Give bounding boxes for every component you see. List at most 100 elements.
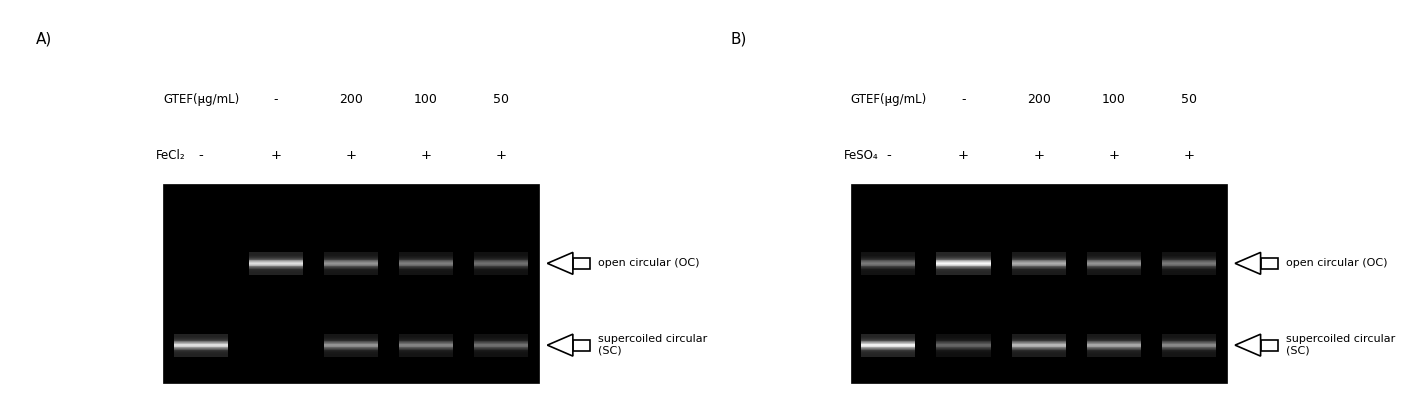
Bar xyxy=(248,252,303,253)
Bar xyxy=(1161,260,1217,261)
Bar xyxy=(936,349,991,350)
Bar xyxy=(398,268,454,269)
Bar xyxy=(936,252,991,253)
Bar xyxy=(323,349,379,350)
Bar xyxy=(398,343,454,344)
Bar xyxy=(474,254,529,255)
Bar xyxy=(1086,252,1141,253)
Bar xyxy=(474,351,529,352)
Bar xyxy=(1086,268,1141,269)
Text: supercoiled circular
(SC): supercoiled circular (SC) xyxy=(1286,334,1395,356)
Bar xyxy=(1011,355,1066,356)
Bar xyxy=(1011,348,1066,349)
Bar xyxy=(248,265,303,266)
Bar xyxy=(936,263,991,264)
Bar xyxy=(1086,269,1141,270)
Bar xyxy=(323,271,379,272)
Bar xyxy=(173,334,228,335)
Bar xyxy=(398,263,454,264)
Bar xyxy=(1161,354,1217,355)
Bar xyxy=(474,266,529,267)
Bar xyxy=(1161,334,1217,335)
Bar xyxy=(861,262,916,263)
Bar xyxy=(474,259,529,260)
Bar xyxy=(398,256,454,257)
Bar xyxy=(1161,262,1217,263)
Bar xyxy=(173,356,228,357)
Bar xyxy=(323,351,379,352)
Bar xyxy=(1086,260,1141,261)
Bar xyxy=(861,340,916,341)
Bar xyxy=(398,354,454,355)
Polygon shape xyxy=(547,253,573,275)
Bar xyxy=(173,352,228,353)
Text: +: + xyxy=(1034,149,1044,162)
Bar xyxy=(398,352,454,353)
Bar xyxy=(173,347,228,348)
Bar xyxy=(474,260,529,261)
Text: +: + xyxy=(1184,149,1194,162)
Bar xyxy=(248,272,303,273)
Bar xyxy=(398,272,454,273)
Text: -: - xyxy=(961,93,966,106)
Bar xyxy=(398,269,454,270)
Bar xyxy=(398,341,454,342)
Bar xyxy=(398,259,454,260)
Text: -: - xyxy=(199,149,203,162)
Bar xyxy=(936,267,991,268)
Bar xyxy=(323,253,379,254)
Bar xyxy=(248,267,303,268)
Bar xyxy=(1086,350,1141,351)
Bar xyxy=(1161,337,1217,338)
Bar xyxy=(1086,255,1141,256)
Bar xyxy=(398,355,454,356)
Bar xyxy=(936,353,991,354)
Bar xyxy=(173,344,228,345)
Bar xyxy=(936,350,991,351)
Text: 100: 100 xyxy=(414,93,438,106)
Bar xyxy=(323,348,379,349)
Bar xyxy=(323,259,379,260)
Bar xyxy=(173,339,228,340)
Bar xyxy=(323,337,379,338)
Bar xyxy=(1086,266,1141,267)
Bar xyxy=(474,271,529,272)
Bar xyxy=(1086,263,1141,264)
Bar xyxy=(1086,265,1141,266)
Bar xyxy=(323,342,379,343)
Bar xyxy=(1261,258,1278,269)
Bar xyxy=(936,344,991,345)
Bar xyxy=(1086,335,1141,336)
Bar xyxy=(1086,273,1141,274)
Bar xyxy=(936,268,991,269)
Bar xyxy=(1086,348,1141,349)
Bar xyxy=(323,341,379,342)
Bar xyxy=(1011,337,1066,338)
Bar xyxy=(1161,338,1217,339)
Bar xyxy=(323,354,379,355)
Bar xyxy=(1011,352,1066,353)
Bar xyxy=(861,356,916,357)
Bar xyxy=(861,355,916,356)
Bar xyxy=(1086,258,1141,259)
Bar xyxy=(1086,257,1141,258)
Bar xyxy=(398,353,454,354)
Bar xyxy=(861,344,916,345)
Bar xyxy=(1161,270,1217,271)
Bar xyxy=(474,255,529,256)
Bar xyxy=(936,335,991,336)
Bar xyxy=(1011,258,1066,259)
Bar xyxy=(936,346,991,347)
Bar xyxy=(398,336,454,337)
Bar xyxy=(173,335,228,336)
Bar xyxy=(398,262,454,263)
Bar xyxy=(474,258,529,259)
Bar xyxy=(248,270,303,271)
Bar xyxy=(173,353,228,354)
Bar xyxy=(936,352,991,353)
Bar xyxy=(1011,338,1066,339)
Bar xyxy=(398,349,454,350)
Bar xyxy=(398,350,454,351)
Bar xyxy=(1011,267,1066,268)
Bar xyxy=(1011,273,1066,274)
